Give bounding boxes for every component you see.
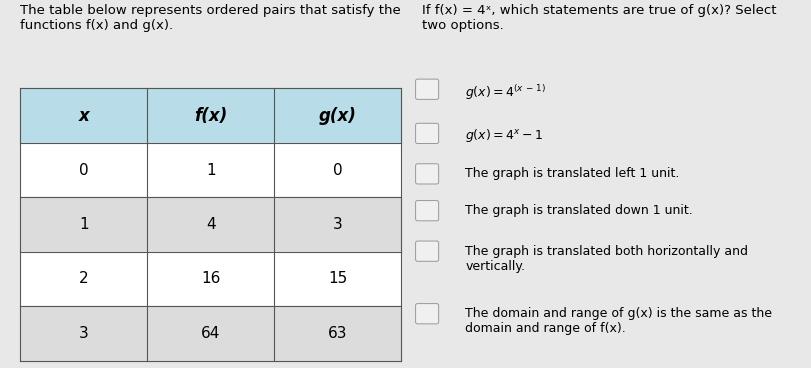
Text: 2: 2	[79, 272, 88, 286]
Bar	[20, 88, 401, 143]
Text: 15: 15	[328, 272, 348, 286]
FancyBboxPatch shape	[415, 164, 439, 184]
Text: 16: 16	[201, 272, 221, 286]
Text: The graph is translated left 1 unit.: The graph is translated left 1 unit.	[466, 167, 680, 180]
Text: g(x): g(x)	[319, 107, 357, 124]
Bar	[20, 197, 401, 252]
Bar	[20, 252, 401, 306]
Text: x: x	[79, 107, 89, 124]
Text: The domain and range of g(x) is the same as the
domain and range of f(x).: The domain and range of g(x) is the same…	[466, 307, 772, 335]
Text: 1: 1	[206, 163, 216, 177]
Text: If f(x) = 4ˣ, which statements are true of g(x)? Select
two options.: If f(x) = 4ˣ, which statements are true …	[422, 4, 776, 32]
Text: 1: 1	[79, 217, 88, 232]
Text: 64: 64	[201, 326, 221, 341]
Text: 3: 3	[333, 217, 343, 232]
Text: The graph is translated down 1 unit.: The graph is translated down 1 unit.	[466, 204, 693, 217]
FancyBboxPatch shape	[415, 123, 439, 144]
Text: The table below represents ordered pairs that satisfy the
functions f(x) and g(x: The table below represents ordered pairs…	[20, 4, 401, 32]
Text: 4: 4	[206, 217, 216, 232]
Bar	[20, 306, 401, 361]
Bar	[20, 143, 401, 197]
Text: 3: 3	[79, 326, 88, 341]
Text: $g(x) = 4^x - 1$: $g(x) = 4^x - 1$	[466, 127, 543, 144]
Text: f(x): f(x)	[195, 107, 227, 124]
FancyBboxPatch shape	[415, 79, 439, 99]
FancyBboxPatch shape	[415, 241, 439, 261]
Text: 63: 63	[328, 326, 348, 341]
FancyBboxPatch shape	[415, 304, 439, 324]
Text: 0: 0	[79, 163, 88, 177]
Text: The graph is translated both horizontally and
vertically.: The graph is translated both horizontall…	[466, 245, 749, 273]
Text: 0: 0	[333, 163, 343, 177]
FancyBboxPatch shape	[415, 201, 439, 221]
Text: $g(x) = 4^{(x\,-\,1)}$: $g(x) = 4^{(x\,-\,1)}$	[466, 83, 547, 102]
